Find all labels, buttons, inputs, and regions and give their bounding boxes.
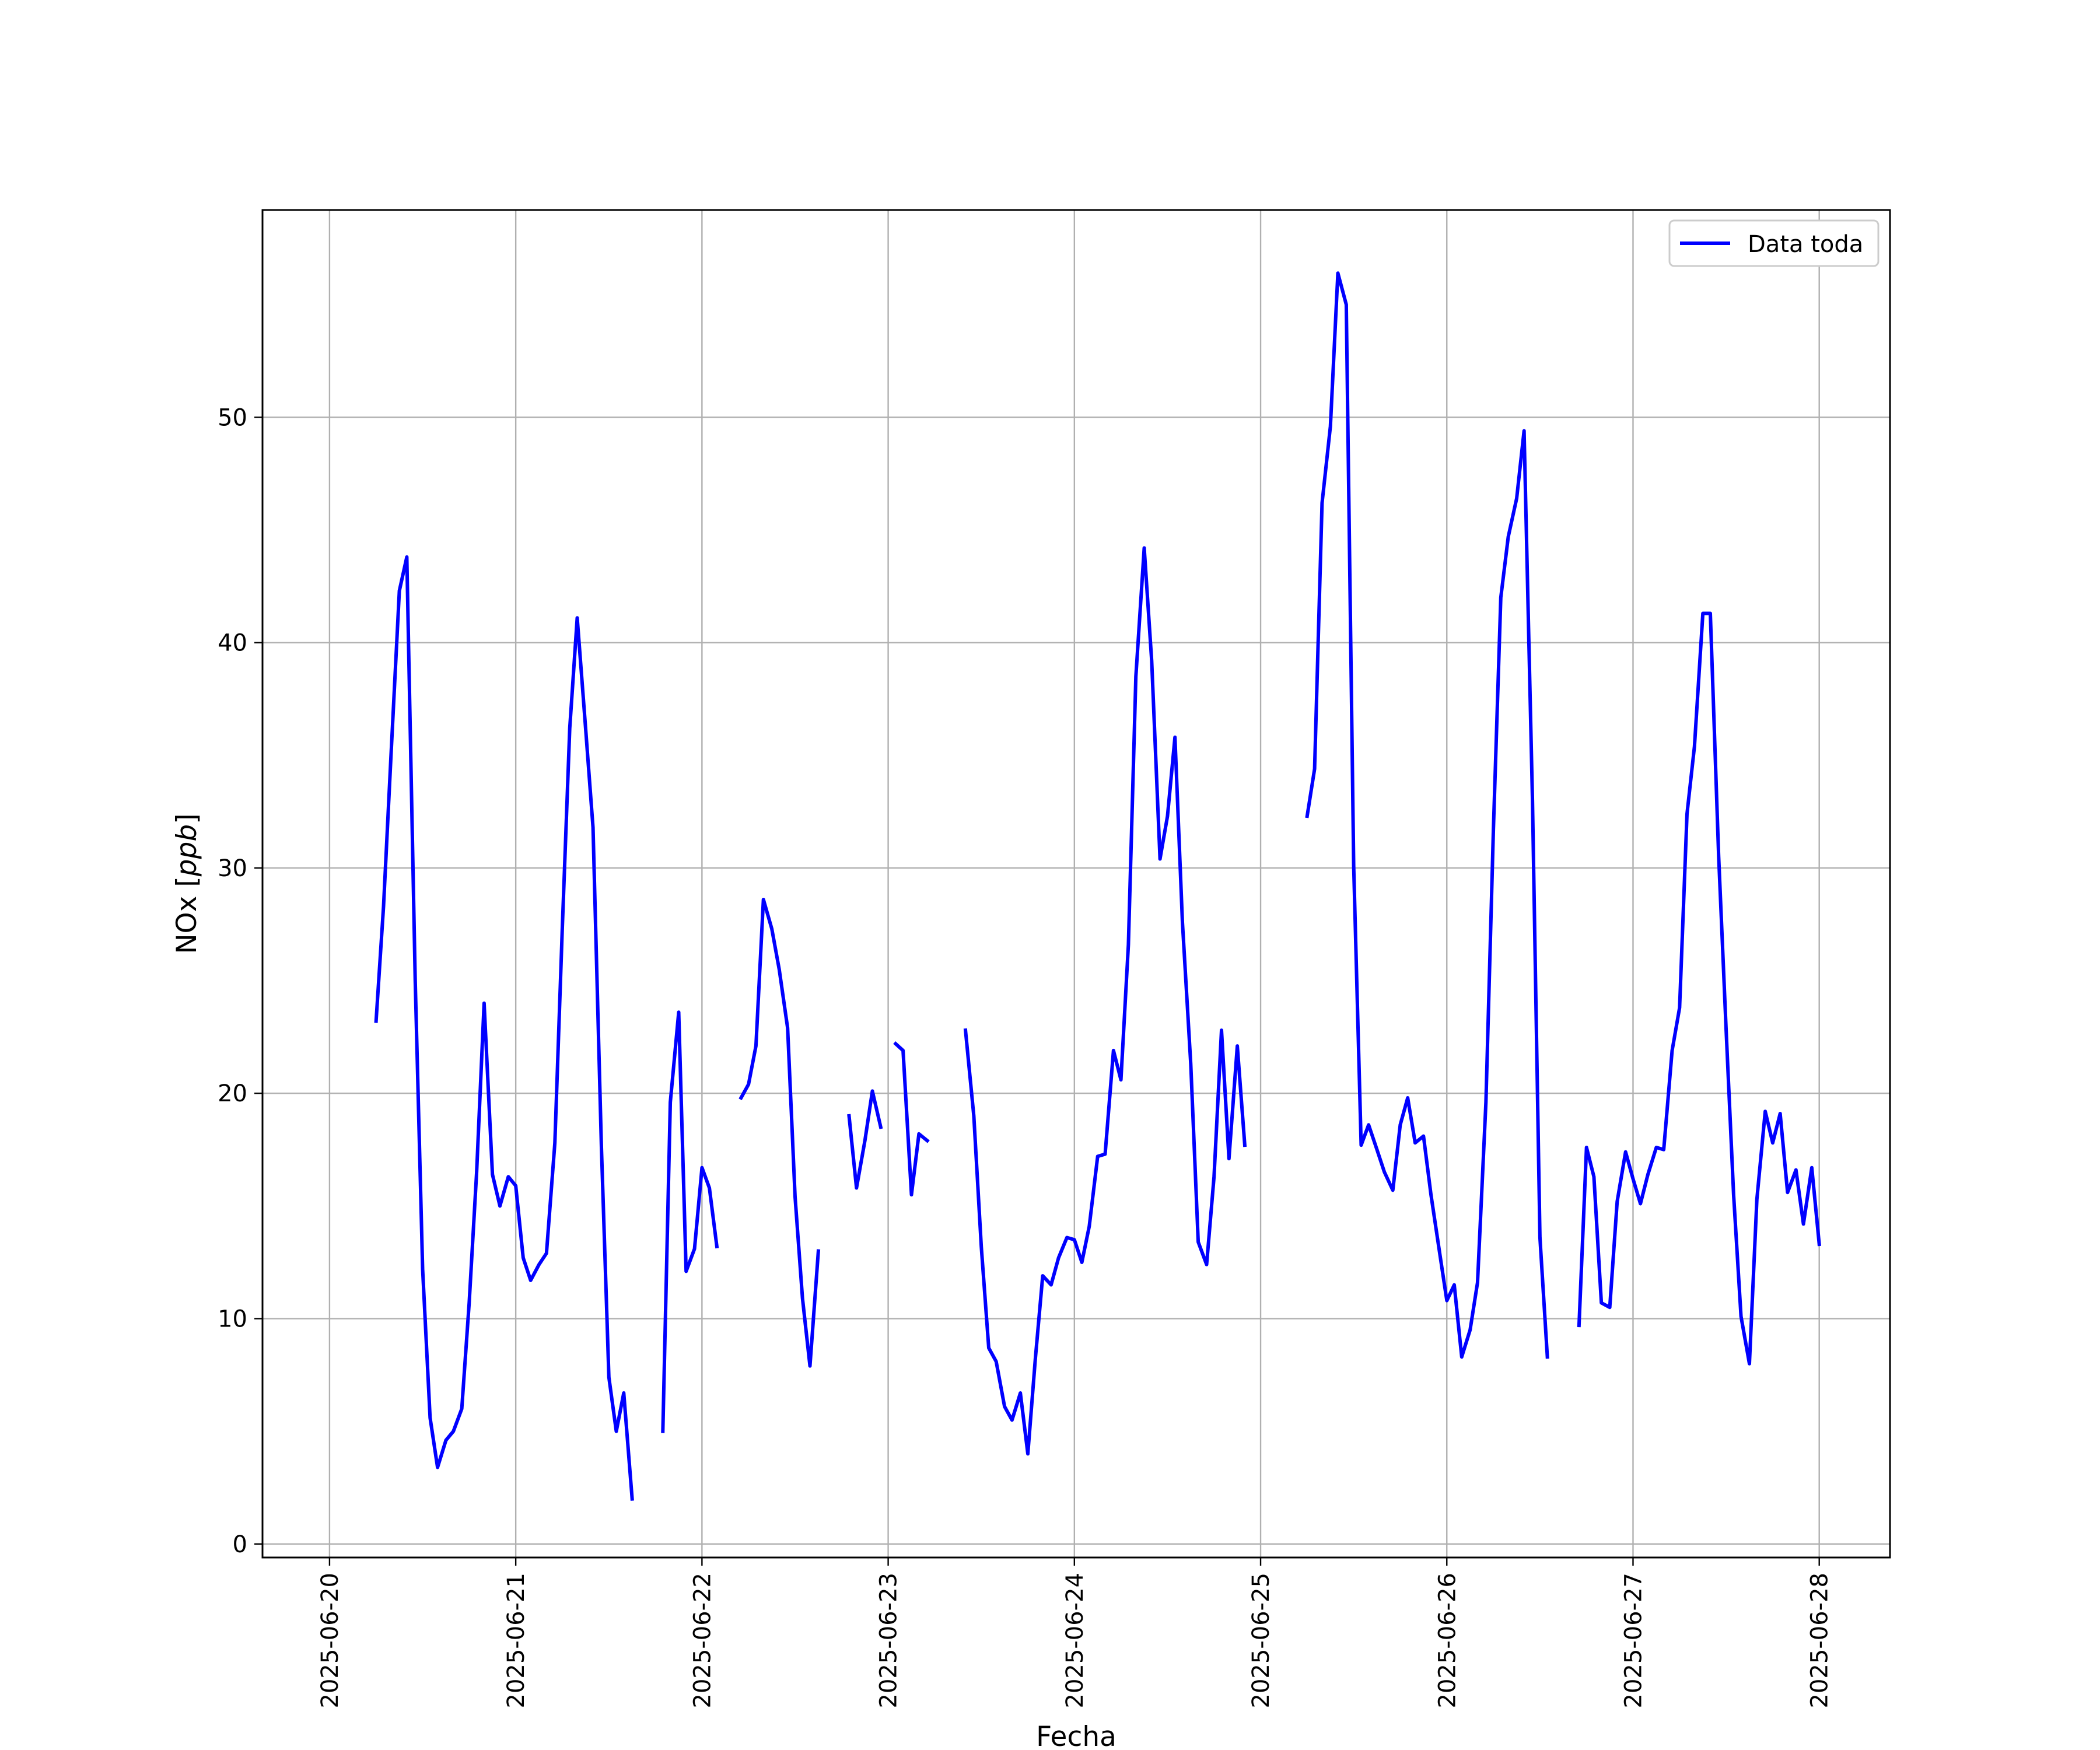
- x-tick-label: 2025-06-27: [1620, 1573, 1647, 1708]
- y-axis-label-prefix: NOx [: [171, 876, 203, 954]
- y-axis-label: NOx [ppb]: [171, 813, 203, 954]
- y-axis-label-suffix: ]: [171, 813, 203, 824]
- legend-box: [1668, 219, 1880, 267]
- x-tick-label: 2025-06-22: [689, 1573, 716, 1708]
- series-line-segment: [963, 546, 1247, 1456]
- series-line-segment: [738, 898, 821, 1368]
- series-line-segment: [893, 1041, 930, 1197]
- y-tick-label: 30: [218, 855, 247, 882]
- x-axis-ticks: 2025-06-20 2025-06-21 2025-06-22 2025-06-23…: [317, 1558, 1833, 1708]
- y-tick-label: 10: [218, 1306, 247, 1333]
- series-line-segment: [1577, 611, 1821, 1366]
- x-tick-label: 2025-06-25: [1248, 1573, 1275, 1708]
- y-axis-ticks: 0 10 20 30 40 50: [218, 404, 262, 1558]
- x-tick-label: 2025-06-23: [876, 1573, 902, 1708]
- y-tick-label: 50: [218, 404, 247, 431]
- y-tick-label: 40: [218, 630, 247, 657]
- series-line-segment: [661, 1010, 719, 1433]
- gridlines: [262, 210, 1890, 1558]
- y-tick-label: 20: [218, 1080, 247, 1107]
- legend: Data toda: [1668, 219, 1880, 267]
- legend-label: Data toda: [1748, 231, 1863, 258]
- y-tick-label: 0: [233, 1531, 247, 1558]
- x-tick-label: 2025-06-24: [1062, 1573, 1088, 1708]
- plot-frame: [261, 209, 1891, 1559]
- series-line-segment: [374, 555, 634, 1501]
- x-axis-label: Fecha: [1036, 1721, 1116, 1750]
- series-layer: [374, 271, 1821, 1501]
- series-line-segment: [847, 1089, 883, 1190]
- y-axis-label-unit: ppb: [171, 824, 203, 877]
- series-line-segment: [1305, 271, 1549, 1359]
- x-tick-label: 2025-06-20: [317, 1573, 344, 1708]
- x-tick-label: 2025-06-21: [503, 1573, 530, 1708]
- x-tick-label: 2025-06-28: [1807, 1573, 1833, 1708]
- x-tick-label: 2025-06-26: [1434, 1573, 1461, 1708]
